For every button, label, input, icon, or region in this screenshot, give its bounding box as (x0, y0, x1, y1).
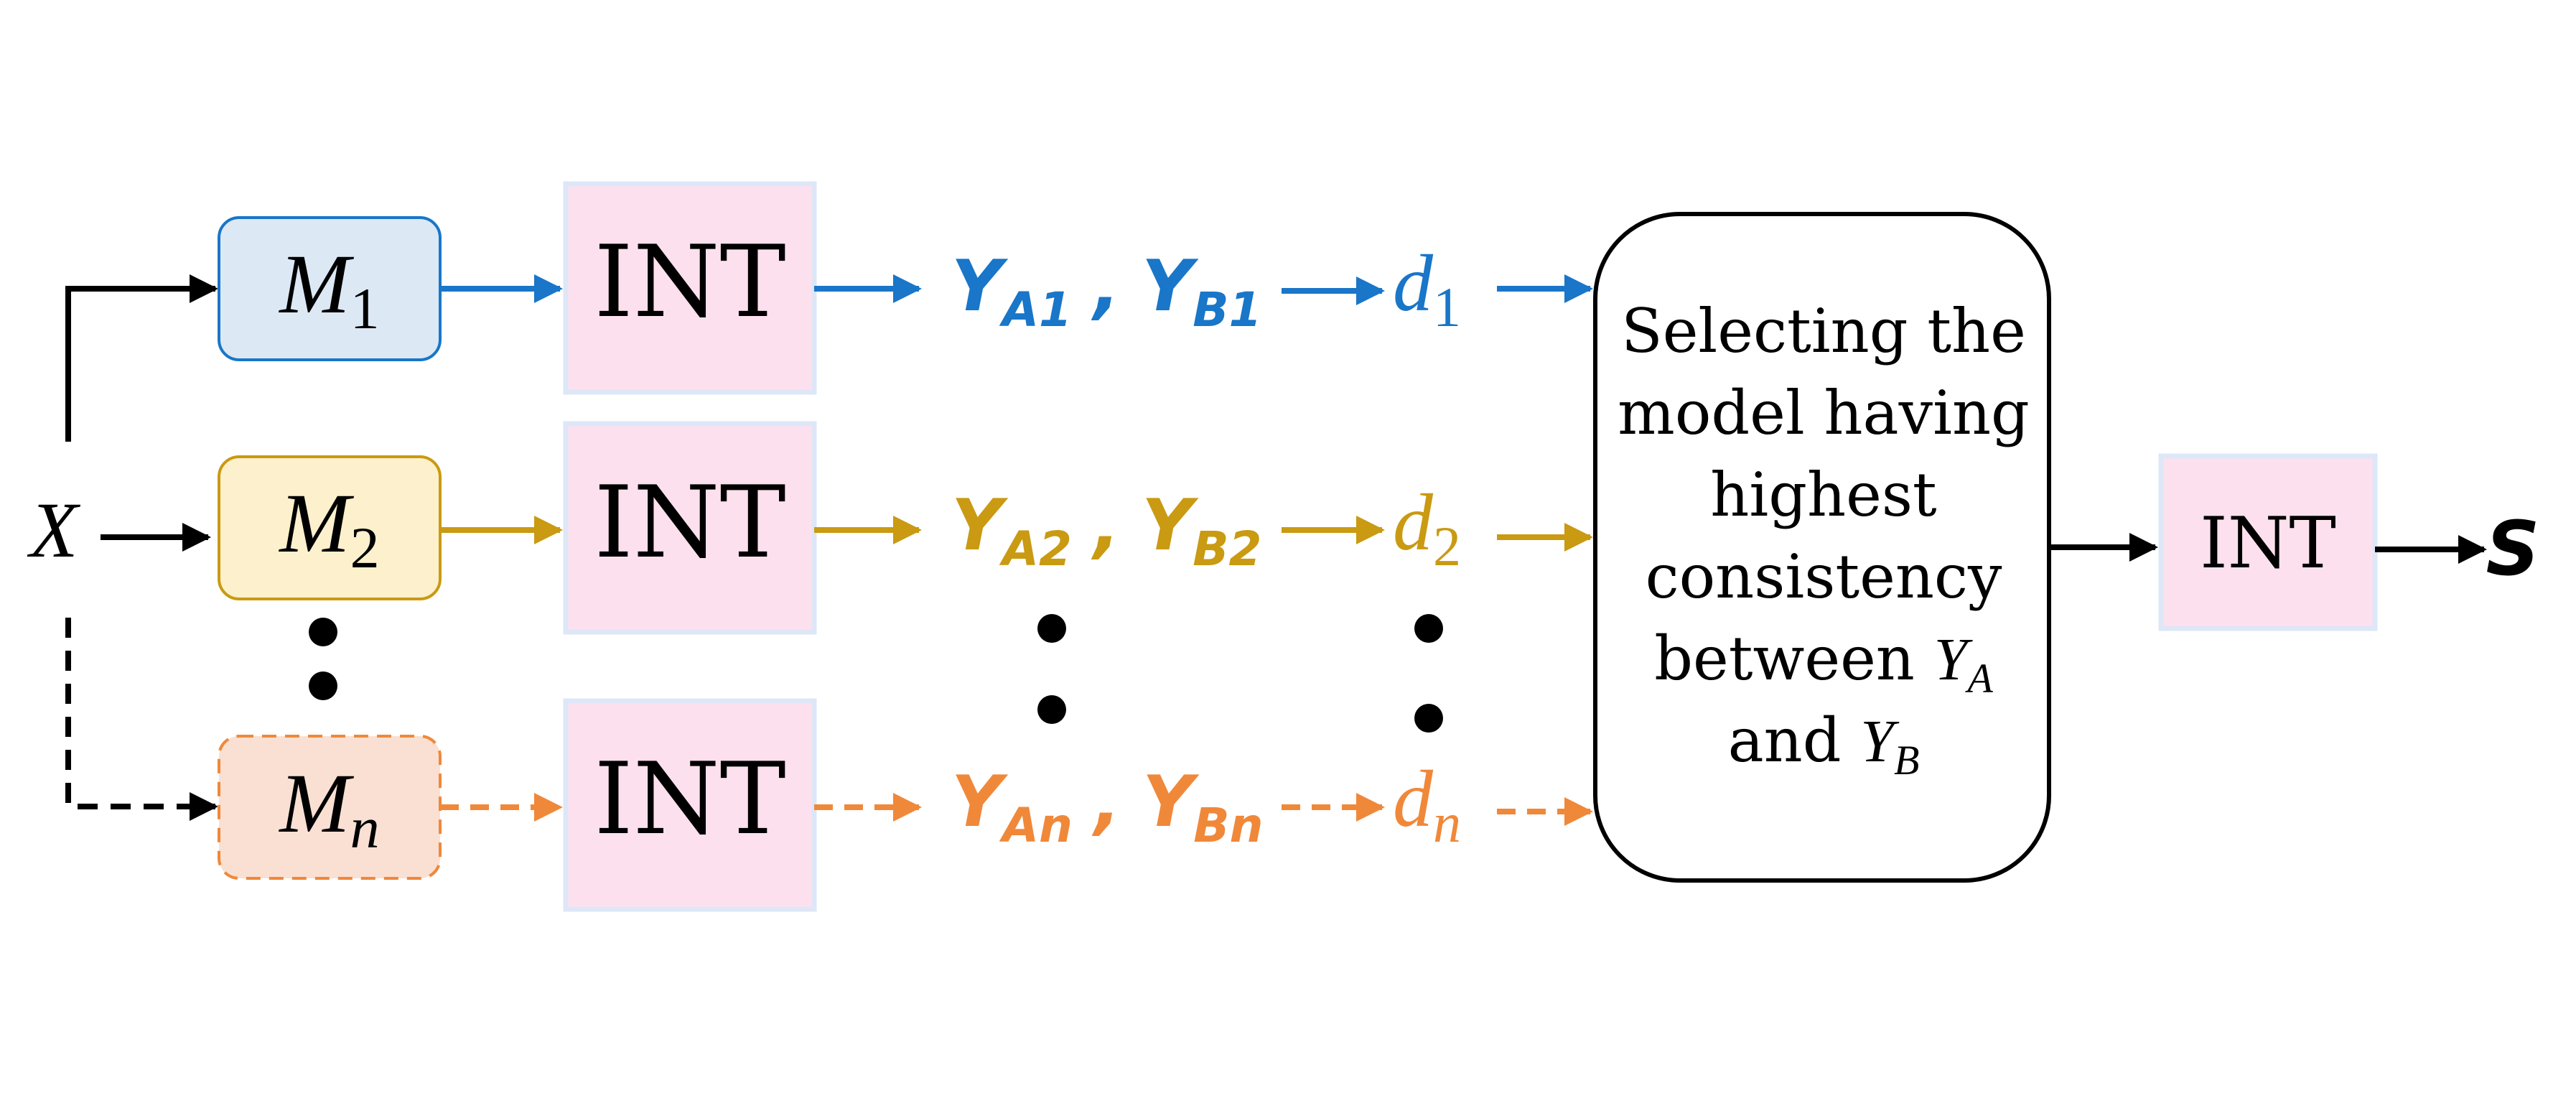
arrow-x-to-mn (65, 618, 218, 821)
final-int-box (2158, 453, 2378, 631)
selector-line: and YB (1728, 705, 1920, 784)
d-label-1: d1 (1393, 239, 1461, 338)
ellipsis-dot (1414, 614, 1443, 643)
y-pair-n: YAn, YBn (951, 761, 1264, 853)
input-x-label: X (27, 486, 80, 574)
final-int-label: INT (2200, 503, 2336, 585)
ellipsis-dot (309, 618, 337, 646)
output-s-label: S (2486, 505, 2540, 592)
ellipsis-dot (1037, 695, 1066, 724)
selector-text: Selecting the model having highest consi… (1618, 296, 2030, 784)
model-label-1: M1 (278, 237, 379, 341)
selector-box (1593, 212, 2051, 883)
selector-line: model having (1618, 378, 2030, 448)
selector-line: between YA (1654, 623, 1993, 702)
selector-line: consistency (1646, 542, 2002, 612)
selector-line: highest (1710, 460, 1937, 530)
int-box-n (563, 698, 817, 912)
d-label-n: dn (1393, 755, 1461, 854)
arrow-x-to-m1 (65, 274, 218, 442)
int-label-2: INT (594, 465, 785, 580)
int-label-1: INT (594, 224, 785, 340)
ellipsis-dot (309, 672, 337, 700)
y-pair-1: YA1, YB1 (951, 246, 1261, 338)
selector-line: Selecting the (1621, 296, 2026, 366)
d-label-2: d2 (1393, 478, 1461, 577)
model-label-n: Mn (278, 756, 379, 860)
int-label-n: INT (594, 741, 785, 857)
ellipsis-dot (1037, 614, 1066, 643)
ellipsis-dot (1414, 704, 1443, 733)
y-pair-2: YA2, YB2 (951, 485, 1261, 577)
int-box-2 (563, 421, 817, 635)
int-box-1 (563, 181, 817, 395)
model-label-2: M2 (278, 476, 379, 580)
